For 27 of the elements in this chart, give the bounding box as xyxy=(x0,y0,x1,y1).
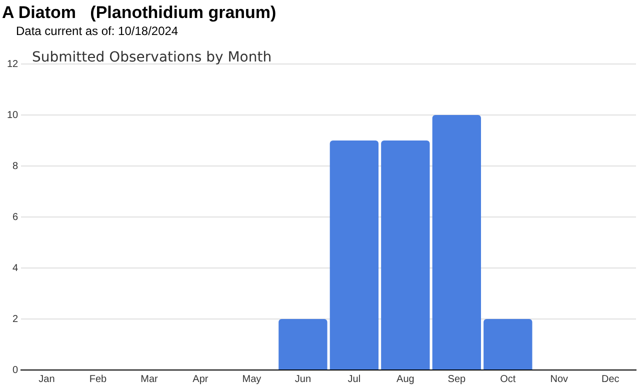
x-tick-label: Mar xyxy=(140,374,158,385)
x-tick-label: Apr xyxy=(192,374,209,385)
x-tick-label: Feb xyxy=(89,374,108,385)
y-tick-label: 0 xyxy=(12,364,19,376)
annotation: Submitted Observations by Month xyxy=(32,50,272,66)
bar xyxy=(432,115,481,370)
y-tick-label: 10 xyxy=(7,110,19,121)
x-tick-label: Oct xyxy=(500,374,516,385)
x-tick-label: Jan xyxy=(38,374,55,385)
y-tick-label: 6 xyxy=(12,212,19,223)
bar xyxy=(381,140,430,370)
x-tick-label: Jun xyxy=(294,374,312,385)
chart-title: A Diatom (Planothidium granum) xyxy=(2,3,276,23)
y-tick-label: 12 xyxy=(7,58,19,70)
x-tick-label: Dec xyxy=(601,374,620,385)
x-tick-label: Aug xyxy=(396,374,414,385)
x-tick-label: Jul xyxy=(348,374,361,385)
bar xyxy=(330,140,379,370)
bar xyxy=(278,319,328,370)
y-tick-label: 2 xyxy=(12,314,19,325)
x-tick-label: Sep xyxy=(448,374,466,385)
x-tick-label: May xyxy=(242,374,262,385)
y-tick-label: 4 xyxy=(12,262,19,274)
y-tick-label: 8 xyxy=(12,160,19,172)
x-tick-label: Nov xyxy=(550,374,568,385)
chart-subtitle: Data current as of: 10/18/2024 xyxy=(16,24,178,38)
bar xyxy=(484,319,532,370)
